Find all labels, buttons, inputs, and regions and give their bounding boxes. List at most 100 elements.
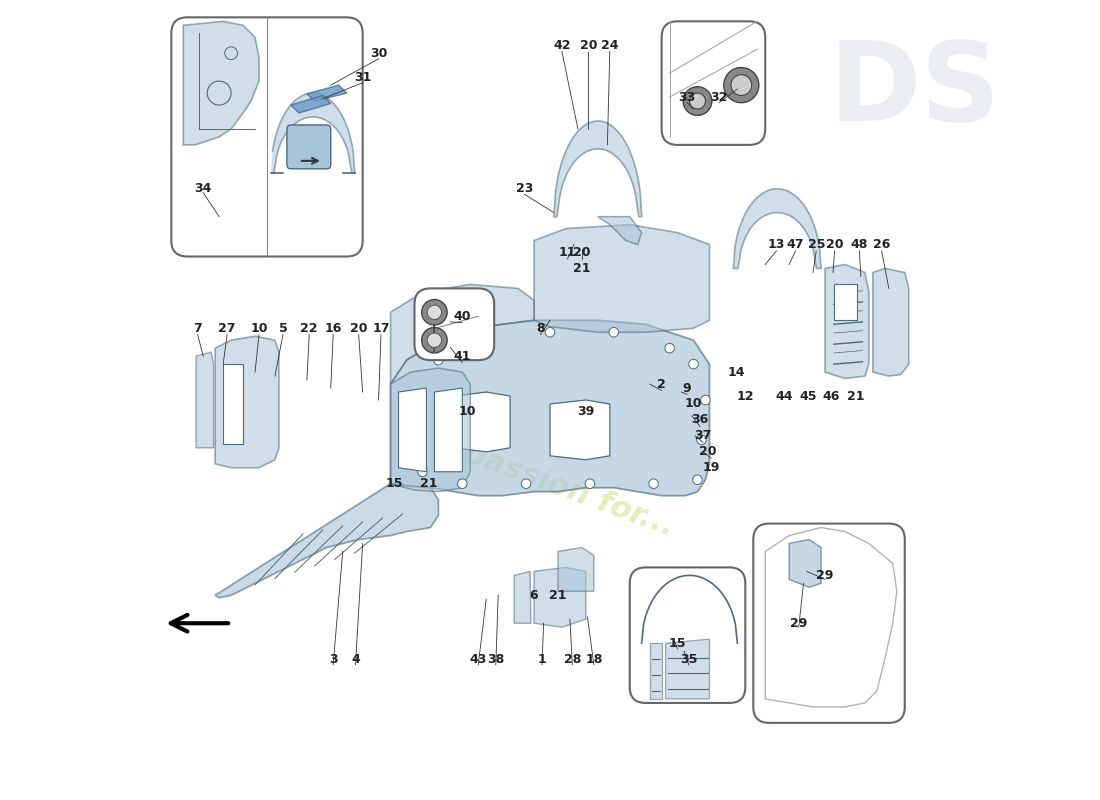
Text: 21: 21 [847, 390, 865, 402]
Text: 2: 2 [657, 378, 665, 390]
Text: 44: 44 [776, 390, 793, 402]
Polygon shape [290, 95, 331, 113]
Circle shape [724, 67, 759, 102]
Circle shape [649, 479, 659, 489]
Text: 31: 31 [354, 70, 372, 84]
Text: 12: 12 [737, 390, 755, 402]
FancyBboxPatch shape [661, 22, 766, 145]
Text: 20: 20 [350, 322, 367, 334]
Text: 9: 9 [683, 382, 692, 394]
Text: 10: 10 [684, 398, 702, 410]
Circle shape [693, 475, 702, 485]
Text: 39: 39 [578, 406, 594, 418]
Text: DS: DS [829, 37, 1001, 144]
Text: 21: 21 [420, 478, 438, 490]
Polygon shape [825, 265, 869, 378]
Polygon shape [789, 539, 821, 587]
Text: 41: 41 [453, 350, 471, 362]
Polygon shape [734, 189, 821, 269]
Circle shape [689, 359, 698, 369]
Polygon shape [535, 567, 586, 627]
Text: 24: 24 [601, 38, 618, 52]
Polygon shape [766, 527, 896, 707]
Polygon shape [535, 225, 710, 332]
Text: 40: 40 [453, 310, 471, 322]
FancyBboxPatch shape [415, 288, 494, 360]
Text: 23: 23 [516, 182, 534, 195]
Text: 47: 47 [786, 238, 804, 251]
Text: 11: 11 [559, 246, 576, 259]
Circle shape [433, 355, 443, 365]
Text: 10: 10 [459, 406, 476, 418]
Text: 4: 4 [351, 653, 360, 666]
Text: 14: 14 [728, 366, 746, 378]
Circle shape [683, 86, 712, 115]
Circle shape [458, 479, 468, 489]
FancyBboxPatch shape [287, 125, 331, 169]
Text: 46: 46 [823, 390, 840, 402]
Circle shape [421, 327, 448, 353]
Polygon shape [398, 388, 427, 472]
Polygon shape [834, 285, 857, 320]
Text: 20: 20 [826, 238, 844, 251]
Circle shape [701, 395, 711, 405]
Circle shape [585, 479, 595, 489]
Polygon shape [390, 320, 710, 496]
Text: 28: 28 [563, 653, 581, 666]
Text: 7: 7 [194, 322, 202, 334]
Polygon shape [390, 368, 471, 492]
Text: 15: 15 [669, 637, 686, 650]
Text: 20: 20 [573, 246, 591, 259]
Polygon shape [196, 352, 213, 448]
Circle shape [418, 467, 427, 477]
Text: 18: 18 [585, 653, 603, 666]
Polygon shape [223, 364, 243, 444]
Text: 43: 43 [470, 653, 487, 666]
Circle shape [609, 327, 618, 337]
Circle shape [664, 343, 674, 353]
Circle shape [732, 74, 751, 95]
Text: 38: 38 [487, 653, 505, 666]
Text: 26: 26 [873, 238, 890, 251]
Text: 37: 37 [694, 430, 712, 442]
Text: 10: 10 [251, 322, 267, 334]
Polygon shape [216, 336, 279, 468]
Polygon shape [216, 484, 439, 598]
Polygon shape [650, 643, 661, 699]
Circle shape [482, 335, 491, 345]
Text: 17: 17 [372, 322, 389, 334]
Text: 20: 20 [580, 38, 597, 52]
Circle shape [421, 299, 448, 325]
Polygon shape [514, 571, 531, 623]
Polygon shape [873, 269, 909, 376]
Text: 45: 45 [800, 390, 817, 402]
Polygon shape [184, 22, 258, 145]
Polygon shape [558, 547, 594, 591]
Text: 15: 15 [386, 478, 404, 490]
FancyBboxPatch shape [172, 18, 363, 257]
Text: 5: 5 [278, 322, 287, 334]
Text: 30: 30 [370, 46, 387, 60]
Polygon shape [307, 85, 346, 101]
Text: 13: 13 [768, 238, 785, 251]
Text: 3: 3 [329, 653, 338, 666]
Text: 36: 36 [691, 414, 708, 426]
Text: 33: 33 [679, 90, 695, 103]
Polygon shape [434, 388, 462, 472]
Circle shape [427, 333, 441, 347]
Circle shape [690, 93, 705, 109]
Text: 27: 27 [219, 322, 235, 334]
Text: 20: 20 [700, 446, 716, 458]
FancyBboxPatch shape [754, 523, 905, 723]
Text: 8: 8 [536, 322, 544, 334]
Text: 19: 19 [703, 462, 719, 474]
Text: 25: 25 [807, 238, 825, 251]
FancyBboxPatch shape [629, 567, 746, 703]
Polygon shape [390, 285, 535, 384]
Text: 29: 29 [816, 569, 834, 582]
Text: 1: 1 [538, 653, 547, 666]
Text: 21: 21 [573, 262, 591, 275]
Circle shape [546, 327, 554, 337]
Polygon shape [454, 392, 510, 452]
Polygon shape [550, 400, 609, 460]
